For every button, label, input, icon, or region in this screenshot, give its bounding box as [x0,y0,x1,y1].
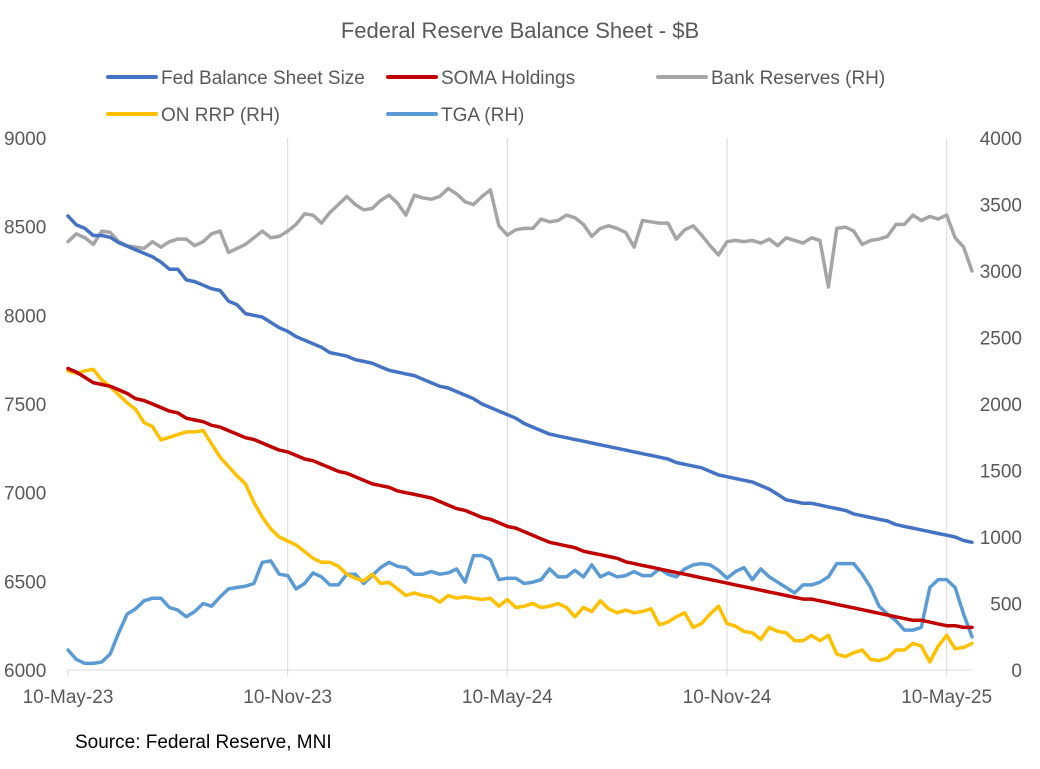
right-tick-label: 3500 [980,196,1022,217]
left-tick-label: 6000 [4,661,46,682]
right-tick-label: 3000 [980,262,1022,283]
legend-entry: ON RRP (RH) [161,105,280,126]
x-tick-label: 10-May-25 [901,687,992,708]
x-tick-label: 10-May-24 [462,687,553,708]
series-line-soma-holdings [66,366,974,630]
series-line-fed-balance-sheet-size [66,214,974,545]
x-tick-label: 10-Nov-23 [243,687,332,708]
left-tick-label: 8500 [4,218,46,239]
legend-entry: Bank Reserves (RH) [711,68,885,89]
left-tick-label: 8000 [4,306,46,327]
left-tick-label: 9000 [4,129,46,150]
series-line-tga-rh [66,553,974,666]
right-tick-label: 1000 [980,528,1022,549]
right-tick-label: 4000 [980,129,1022,150]
legend-entry: SOMA Holdings [441,68,575,89]
source-note: Source: Federal Reserve, MNI [75,732,332,753]
left-tick-label: 7000 [4,484,46,505]
right-tick-label: 2500 [980,329,1022,350]
series-line-on-rrp-rh [66,367,974,664]
left-tick-label: 6500 [4,572,46,593]
left-tick-label: 7500 [4,395,46,416]
x-tick-label: 10-Nov-24 [683,687,772,708]
right-tick-label: 2000 [980,395,1022,416]
right-tick-label: 0 [1011,661,1022,682]
legend-entry: TGA (RH) [441,105,524,126]
gridlines [287,138,948,670]
legend: Fed Balance Sheet Size SOMA Holdings Bank … [106,68,885,126]
series-line-bank-reserves-rh [66,186,974,289]
right-tick-label: 500 [990,595,1022,616]
legend-entry: Fed Balance Sheet Size [161,68,365,89]
x-tick-label: 10-May-23 [23,687,114,708]
chart-title: Federal Reserve Balance Sheet - $B [341,18,699,43]
axes: 10-May-23 10-Nov-23 10-May-24 10-Nov-24 10-M… [4,129,1022,708]
plot-area [66,186,974,666]
right-tick-label: 1500 [980,462,1022,483]
